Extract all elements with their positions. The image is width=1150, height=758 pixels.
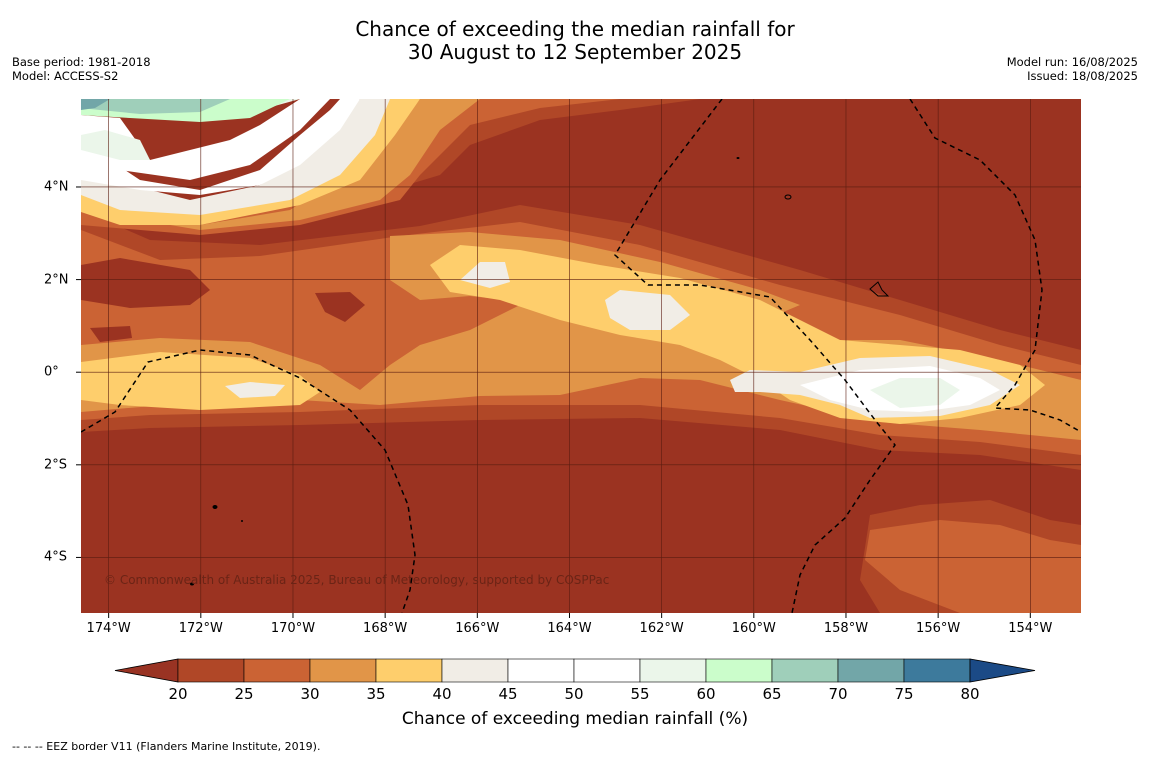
lon-tick-label: 160°W xyxy=(731,621,776,636)
lon-tick-label: 156°W xyxy=(916,621,961,636)
colorbar-swatch xyxy=(639,658,707,683)
island-4 xyxy=(190,582,194,586)
band-70-75-north xyxy=(81,99,110,110)
map-title: Chance of exceeding the median rainfall … xyxy=(0,18,1150,64)
lon-tick-label: 164°W xyxy=(547,621,592,636)
colorbar-tick-label: 50 xyxy=(564,685,584,703)
band-55-60-nw xyxy=(81,130,150,160)
colorbar-tick-label: 75 xyxy=(894,685,914,703)
meta-left: Base period: 1981-2018 Model: ACCESS-S2 xyxy=(12,55,151,83)
copyright-credit: © Commonwealth of Australia 2025, Bureau… xyxy=(104,573,610,587)
eez-footnote: -- -- -- EEZ border V11 (Flanders Marine… xyxy=(12,740,321,753)
colorbar-over-arrow xyxy=(969,658,1036,683)
graticule xyxy=(81,99,1081,613)
eez-border-east xyxy=(909,99,1081,433)
model-run: Model run: 16/08/2025 xyxy=(1006,55,1138,69)
band-35-40-north xyxy=(81,99,420,225)
lat-tick-label: 0° xyxy=(44,364,59,380)
colorbar-tick-label: 60 xyxy=(696,685,716,703)
colorbar-swatch xyxy=(771,658,839,683)
island-kiritimati xyxy=(869,281,890,297)
lon-tick-label: 174°W xyxy=(86,621,131,636)
issued-date: Issued: 18/08/2025 xyxy=(1027,69,1138,83)
island-3 xyxy=(212,505,218,509)
colorbar-tick-label: 65 xyxy=(762,685,782,703)
colorbar-tick-label: 40 xyxy=(432,685,452,703)
lon-tick-label: 166°W xyxy=(455,621,500,636)
title-line-2: 30 August to 12 September 2025 xyxy=(407,40,743,64)
colorbar-tick-label: 35 xyxy=(366,685,386,703)
model-name: Model: ACCESS-S2 xyxy=(12,69,119,83)
lon-tick-label: 172°W xyxy=(178,621,223,636)
colorbar-label: Chance of exceeding median rainfall (%) xyxy=(401,709,749,729)
island-2 xyxy=(736,157,740,159)
lat-tick-label: 4°S xyxy=(44,549,68,565)
island-1 xyxy=(784,194,792,200)
colorbar-tick-label: 45 xyxy=(498,685,518,703)
base-period: Base period: 1981-2018 xyxy=(12,55,151,69)
lon-tick-label: 162°W xyxy=(639,621,684,636)
lon-tick-label: 170°W xyxy=(270,621,316,636)
colorbar-swatch xyxy=(705,658,773,683)
colorbar-under-arrow xyxy=(114,658,179,683)
colorbar-swatch xyxy=(177,658,245,683)
dark-patch-1 xyxy=(81,258,210,308)
island-5 xyxy=(241,520,243,522)
lat-tick-label: 2°N xyxy=(44,272,69,288)
band-45-55-north xyxy=(81,99,360,195)
colorbar-swatch xyxy=(243,658,311,683)
lat-tick-label: 2°S xyxy=(44,457,68,473)
lon-tick-label: 154°W xyxy=(1008,621,1053,636)
lon-tick-label: 158°W xyxy=(823,621,869,636)
colorbar-swatch xyxy=(573,658,641,683)
colorbar-swatch xyxy=(903,658,971,683)
eez-border-phoenix xyxy=(81,349,416,613)
colorbar-swatch xyxy=(375,658,443,683)
band-30-35-north xyxy=(81,99,480,230)
meta-right: Model run: 16/08/2025 Issued: 18/08/2025 xyxy=(1007,55,1138,83)
colorbar-tick-label: 25 xyxy=(234,685,254,703)
dark-patch-3 xyxy=(90,326,132,342)
band-40-45-west xyxy=(225,382,285,398)
band-40-45-b xyxy=(605,290,690,330)
colorbar-tick-label: 30 xyxy=(300,685,320,703)
colorbar-swatch xyxy=(837,658,905,683)
colorbar-swatch xyxy=(309,658,377,683)
dark-patch-2 xyxy=(315,292,365,322)
axis-ticks xyxy=(76,186,1031,618)
colorbar-tick-label: 70 xyxy=(828,685,848,703)
colorbar-swatch xyxy=(507,658,575,683)
lat-tick-label: 4°N xyxy=(44,179,69,195)
band-25-30-southpatch xyxy=(865,520,1081,613)
band-65-70-north xyxy=(81,99,230,114)
colorbar-swatch xyxy=(441,658,509,683)
lon-tick-label: 168°W xyxy=(363,621,408,636)
title-line-1: Chance of exceeding the median rainfall … xyxy=(355,17,795,41)
colorbar-tick-label: 20 xyxy=(168,685,188,703)
colorbar-tick-label: 80 xyxy=(960,685,980,703)
band-40-45-a xyxy=(460,262,510,288)
eez-border-line-islands xyxy=(614,99,896,613)
colorbar-tick-label: 55 xyxy=(630,685,650,703)
band-55-60-c xyxy=(870,378,960,408)
map-area xyxy=(81,99,1081,613)
band-40-45-north xyxy=(81,99,390,215)
